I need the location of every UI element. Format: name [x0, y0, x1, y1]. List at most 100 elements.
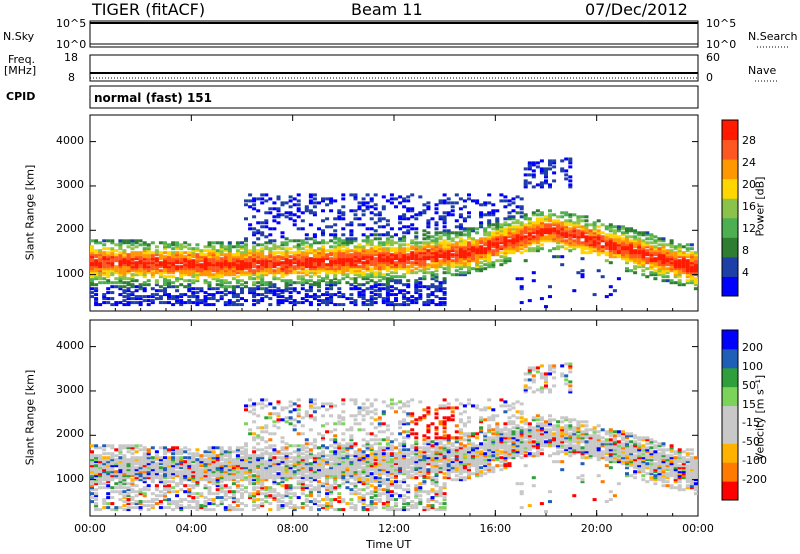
power-cell — [544, 171, 548, 175]
power-cell — [612, 253, 617, 257]
velocity-cell — [292, 408, 297, 412]
power-cell — [142, 295, 147, 299]
velocity-cell — [163, 460, 167, 464]
power-cell — [665, 261, 670, 265]
power-cell — [422, 241, 427, 245]
power-cell — [369, 303, 374, 307]
velocity-cell — [333, 498, 338, 502]
velocity-cell — [345, 470, 350, 474]
power-cell — [353, 263, 358, 267]
power-cell — [438, 215, 443, 219]
power-cell — [377, 241, 382, 245]
power-cell — [345, 249, 350, 253]
power-cell — [333, 263, 338, 267]
power-cell — [219, 247, 224, 251]
velocity-cell — [207, 470, 212, 474]
power-cell — [645, 233, 650, 237]
power-cell — [361, 273, 366, 277]
velocity-cell — [256, 482, 261, 486]
power-cell — [199, 251, 204, 255]
power-cell — [385, 295, 390, 299]
power-cell — [365, 261, 370, 265]
power-cell — [430, 247, 435, 251]
power-cell — [604, 253, 609, 257]
power-cell — [272, 253, 277, 257]
power-cell — [592, 247, 597, 251]
power-cell — [256, 275, 261, 279]
velocity-cell — [312, 410, 317, 414]
power-cell — [142, 241, 147, 245]
power-cell — [414, 249, 419, 253]
power-cell — [568, 179, 573, 183]
power-cell — [406, 255, 411, 259]
velocity-cell — [280, 506, 285, 510]
power-cell — [535, 237, 540, 241]
power-cell — [219, 295, 224, 299]
power-cell — [357, 291, 362, 295]
power-cell — [426, 267, 431, 271]
power-cell — [548, 235, 552, 239]
velocity-cell — [219, 496, 224, 500]
velocity-cell — [292, 428, 297, 432]
power-cell — [126, 267, 131, 271]
power-cell — [649, 257, 654, 261]
velocity-cell — [191, 456, 196, 460]
power-cell — [223, 261, 228, 265]
velocity-cell — [179, 448, 184, 452]
power-cell — [252, 299, 257, 303]
power-cell — [584, 225, 589, 229]
power-cell — [511, 225, 516, 229]
velocity-cell — [361, 444, 366, 448]
power-cell — [256, 271, 261, 275]
power-cell — [272, 271, 277, 275]
velocity-cell — [341, 508, 346, 512]
velocity-cell — [349, 468, 354, 472]
velocity-cell — [163, 456, 167, 460]
power-cell — [385, 277, 390, 281]
power-cell — [337, 281, 342, 285]
power-cell — [203, 263, 208, 267]
power-cell — [341, 227, 346, 231]
power-cell — [248, 223, 253, 227]
power-cell — [584, 251, 589, 255]
velocity-cell — [223, 470, 228, 474]
power-cell — [296, 263, 301, 267]
power-cell — [296, 277, 301, 281]
power-cell — [394, 269, 398, 273]
velocity-cell — [142, 494, 147, 498]
power-cell — [219, 241, 224, 245]
power-cell — [106, 263, 111, 267]
power-cell — [406, 279, 411, 283]
velocity-cell — [90, 468, 94, 472]
power-cell — [414, 213, 419, 217]
velocity-cell — [134, 458, 139, 462]
velocity-cell — [264, 470, 269, 474]
velocity-cell — [187, 466, 192, 470]
power-cell — [244, 245, 248, 249]
power-cell — [467, 255, 471, 259]
velocity-cell — [167, 458, 171, 462]
power-cell — [414, 281, 419, 285]
power-cell — [621, 233, 625, 237]
velocity-cell — [341, 476, 346, 480]
power-cell — [187, 271, 192, 275]
power-cell — [462, 243, 467, 247]
velocity-cell — [150, 458, 155, 462]
power-cell — [223, 279, 228, 283]
velocity-cell — [333, 456, 338, 460]
power-cell — [467, 227, 471, 231]
power-cell — [167, 269, 171, 273]
velocity-cell — [300, 416, 305, 420]
power-cell — [292, 245, 297, 249]
power-cell — [608, 241, 613, 245]
power-cell — [616, 241, 621, 245]
power-cell — [252, 257, 257, 261]
power-cell — [430, 271, 435, 275]
power-cell — [312, 255, 317, 259]
power-cell — [414, 251, 419, 255]
velocity-cell — [207, 446, 212, 450]
velocity-cell — [304, 456, 309, 460]
velocity-cell — [276, 476, 281, 480]
power-cell — [576, 217, 581, 221]
power-cell — [126, 303, 131, 307]
